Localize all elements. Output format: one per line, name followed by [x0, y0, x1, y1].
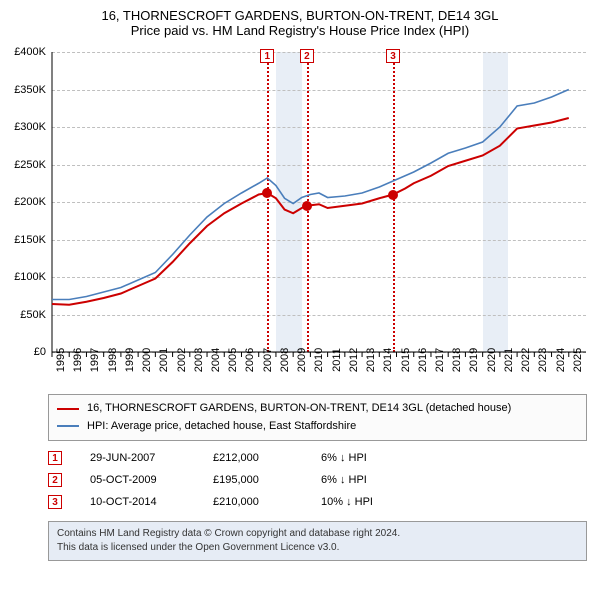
attribution-footer: Contains HM Land Registry data © Crown c… — [48, 521, 587, 561]
chart-area: £0£50K£100K£150K£200K£250K£300K£350K£400… — [8, 46, 592, 386]
title-subtitle: Price paid vs. HM Land Registry's House … — [8, 23, 592, 38]
sale-events-table: 1 29-JUN-2007 £212,000 6% ↓ HPI 2 05-OCT-2009… — [48, 447, 587, 513]
sale-point — [388, 190, 398, 200]
legend-item: 16, THORNESCROFT GARDENS, BURTON-ON-TREN… — [57, 400, 578, 418]
event-delta: 6% ↓ HPI — [321, 447, 421, 469]
legend-label: HPI: Average price, detached house, East… — [87, 418, 356, 436]
event-date: 10-OCT-2014 — [90, 491, 185, 513]
event-badge: 1 — [48, 451, 62, 465]
event-price: £212,000 — [213, 447, 293, 469]
title-address: 16, THORNESCROFT GARDENS, BURTON-ON-TREN… — [8, 8, 592, 23]
legend: 16, THORNESCROFT GARDENS, BURTON-ON-TREN… — [48, 394, 587, 441]
event-delta: 10% ↓ HPI — [321, 491, 421, 513]
event-row: 2 05-OCT-2009 £195,000 6% ↓ HPI — [48, 469, 587, 491]
event-row: 1 29-JUN-2007 £212,000 6% ↓ HPI — [48, 447, 587, 469]
footer-line2: This data is licensed under the Open Gov… — [57, 541, 578, 555]
chart-svg — [8, 46, 592, 386]
chart-title: 16, THORNESCROFT GARDENS, BURTON-ON-TREN… — [8, 8, 592, 38]
event-date: 05-OCT-2009 — [90, 469, 185, 491]
footer-line1: Contains HM Land Registry data © Crown c… — [57, 527, 578, 541]
series-hpi — [52, 90, 569, 300]
sale-point — [262, 188, 272, 198]
legend-label: 16, THORNESCROFT GARDENS, BURTON-ON-TREN… — [87, 400, 511, 418]
legend-item: HPI: Average price, detached house, East… — [57, 418, 578, 436]
event-badge: 2 — [48, 473, 62, 487]
legend-swatch — [57, 425, 79, 427]
event-date: 29-JUN-2007 — [90, 447, 185, 469]
event-badge: 3 — [48, 495, 62, 509]
event-delta: 6% ↓ HPI — [321, 469, 421, 491]
legend-swatch — [57, 408, 79, 410]
event-row: 3 10-OCT-2014 £210,000 10% ↓ HPI — [48, 491, 587, 513]
series-property — [52, 118, 569, 305]
sale-point — [302, 201, 312, 211]
event-price: £195,000 — [213, 469, 293, 491]
event-price: £210,000 — [213, 491, 293, 513]
